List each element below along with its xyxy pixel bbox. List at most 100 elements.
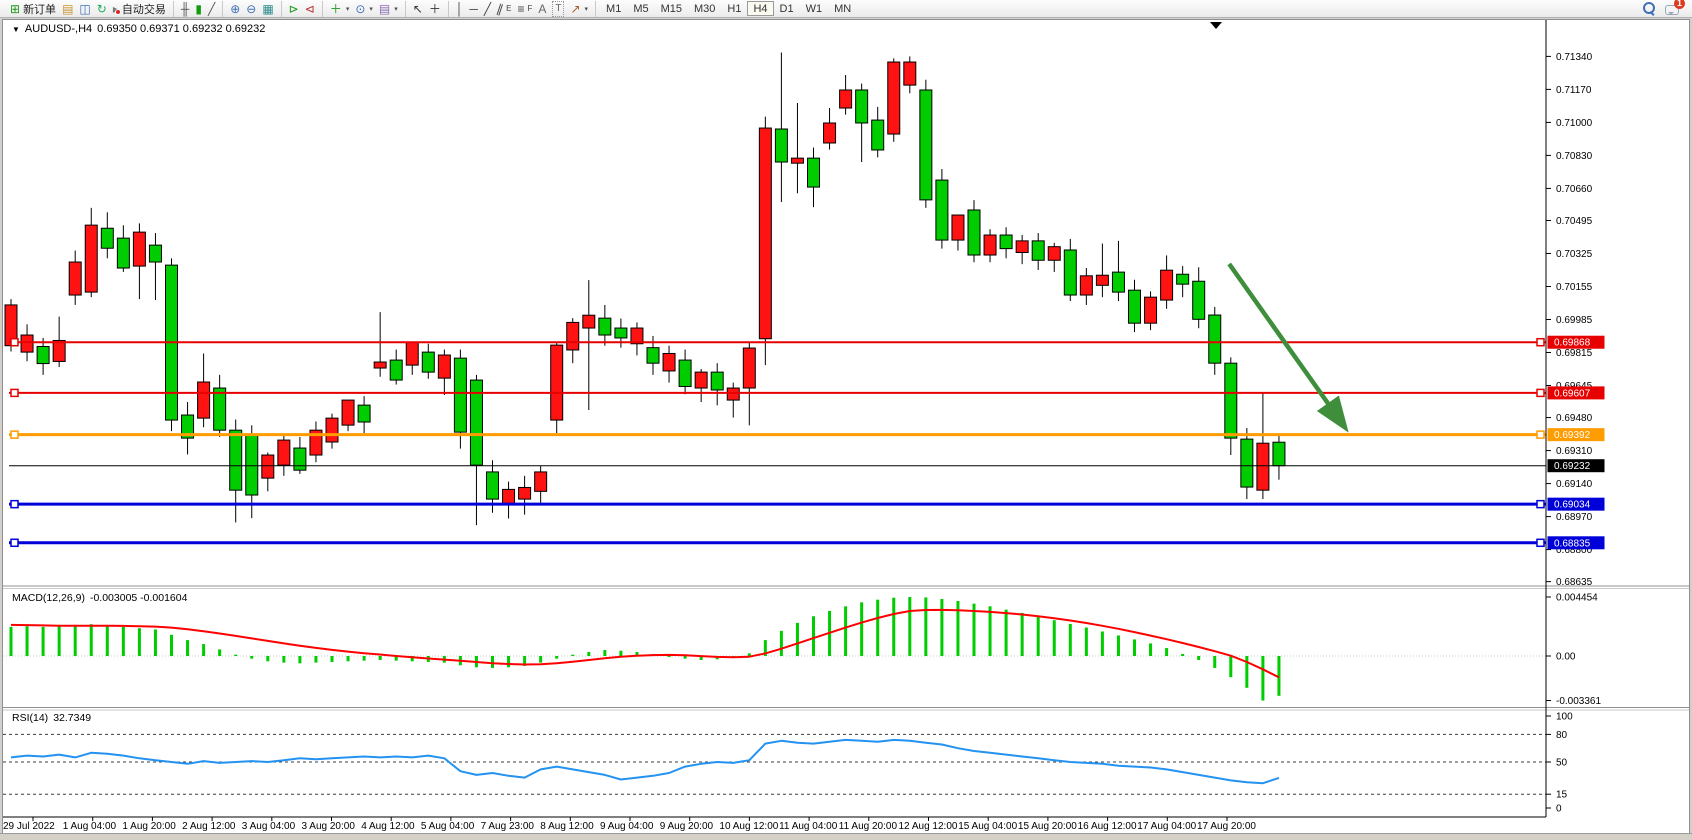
timeframe-m30-button[interactable]: M30: [688, 1, 721, 16]
macd-bar: [1261, 656, 1265, 701]
date-tick-label: 5 Aug 04:00: [421, 821, 475, 832]
timeframe-w1-button[interactable]: W1: [800, 1, 829, 16]
timeframe-m5-button[interactable]: M5: [627, 1, 654, 16]
zoom-in-button[interactable]: ⊕: [227, 1, 243, 17]
horizontal-line-objects[interactable]: [9, 337, 1546, 548]
timeframe-m15-button[interactable]: M15: [655, 1, 688, 16]
chart-title-collapse-icon[interactable]: ▼: [12, 24, 20, 34]
line-handle[interactable]: [1536, 538, 1545, 548]
timeframe-h1-button[interactable]: H1: [721, 1, 747, 16]
bar-chart-button[interactable]: ╫: [178, 1, 193, 17]
autotrading-button[interactable]: ▸ 自动交易: [110, 1, 169, 17]
fibonacci-sub-label: F: [527, 3, 533, 13]
trend-arrow[interactable]: [1227, 262, 1349, 433]
macd-bar: [73, 624, 77, 656]
candle-body: [823, 122, 837, 144]
candle-body: [116, 237, 130, 269]
notifications-button[interactable]: 1: [1665, 0, 1685, 15]
date-tick-label: 29 Jul 2022: [3, 821, 55, 832]
date-tick-label: 10 Aug 12:00: [719, 821, 778, 832]
line-handle[interactable]: [10, 388, 19, 398]
price-tick-label: 0.70155: [1556, 282, 1593, 293]
channel-tool-button[interactable]: ∥ E: [494, 1, 514, 17]
line-chart-button[interactable]: ╱: [205, 1, 218, 17]
timeframe-h4-button[interactable]: H4: [747, 1, 774, 16]
macd-bar: [314, 656, 318, 663]
macd-bar: [539, 656, 543, 663]
line-handle[interactable]: [1536, 388, 1545, 398]
candle-body: [1208, 314, 1222, 364]
line-handle[interactable]: [1536, 337, 1545, 347]
candle-body: [630, 327, 644, 345]
candle-body: [871, 119, 885, 151]
line-handle[interactable]: [10, 499, 19, 509]
text-label-tool-button[interactable]: T: [549, 0, 567, 17]
candle-body: [357, 404, 371, 423]
candlestick-chart-button[interactable]: ▮: [192, 1, 205, 17]
line-handle[interactable]: [10, 538, 19, 548]
macd-axis[interactable]: 0.004454 0.00 -0.003361: [1546, 592, 1601, 707]
candle-body: [261, 454, 275, 479]
price-badge-label: 0.68835: [1554, 538, 1591, 549]
refresh-button[interactable]: ↻: [94, 1, 110, 17]
new-order-button[interactable]: ⊞ 新订单: [7, 1, 59, 17]
line-handle[interactable]: [10, 430, 19, 439]
auto-scroll-button[interactable]: ⊳: [286, 1, 302, 17]
macd-bar: [683, 656, 687, 659]
templates-button[interactable]: ▤ ▾: [376, 1, 401, 17]
periods-button[interactable]: ⊙ ▾: [352, 1, 376, 17]
time-axis[interactable]: 29 Jul 2022 1 Aug 04:00 1 Aug 20:00 2 Aug 1…: [3, 817, 1256, 832]
indicators-button[interactable]: ＋ ▾: [327, 1, 353, 17]
text-tool-button[interactable]: A: [535, 1, 549, 17]
zoom-out-button[interactable]: ⊖: [243, 1, 259, 17]
macd-bar: [587, 652, 591, 656]
candle-body: [36, 345, 50, 365]
timeframe-m1-button[interactable]: M1: [600, 1, 627, 16]
new-chart-button[interactable]: ◫: [76, 1, 93, 17]
rsi-indicator-label: RSI(14) 32.7349: [12, 712, 91, 724]
toolbar-group-scroll: ⊳ ⊲: [280, 0, 322, 17]
horizontal-line-tool-button[interactable]: ─: [466, 1, 481, 17]
rsi-tick-label: 0: [1556, 804, 1562, 815]
charts-profile-button[interactable]: ▤: [59, 1, 76, 17]
fibonacci-tool-button[interactable]: ≡ F: [514, 1, 535, 17]
candle-body: [807, 157, 820, 188]
chart-background: [3, 20, 1689, 833]
crosshair-button[interactable]: ＋: [426, 1, 444, 17]
macd-bar: [394, 656, 398, 661]
candle-body: [662, 352, 676, 372]
timeframe-d1-button[interactable]: D1: [774, 1, 800, 16]
line-handle[interactable]: [1536, 499, 1545, 509]
rsi-tick-label: 80: [1556, 730, 1568, 741]
price-axis[interactable]: 0.71340 0.71170 0.71000 0.70830 0.70660 0.704…: [1546, 52, 1593, 588]
chart-shift-button[interactable]: ⊲: [302, 1, 318, 17]
price-badge-label: 0.69392: [1554, 430, 1591, 441]
candle-body: [52, 339, 66, 362]
horizontal-line-icon: ─: [469, 1, 478, 16]
candle-body: [293, 447, 307, 471]
arrows-tool-button[interactable]: ↗ ▾: [567, 1, 591, 17]
candle-body: [999, 234, 1013, 250]
macd-bar: [298, 656, 302, 664]
timeframe-mn-button[interactable]: MN: [828, 1, 857, 16]
macd-bar: [105, 625, 109, 656]
cursor-button[interactable]: ↖: [410, 1, 426, 17]
macd-bar: [1133, 639, 1136, 656]
rsi-name: RSI(14): [12, 712, 49, 724]
macd-bar: [491, 656, 494, 668]
toolbar-group-trade: ⊞ 新订单 ▤ ◫ ↻ ▸ 自动交易: [3, 1, 173, 17]
price-tick-label: 0.68970: [1556, 512, 1593, 523]
search-icon[interactable]: [1642, 2, 1655, 15]
tile-windows-button[interactable]: ▦: [259, 1, 276, 17]
price-tick-label: 0.69480: [1556, 413, 1593, 424]
candle-body: [1079, 275, 1093, 296]
vertical-line-tool-button[interactable]: │: [453, 1, 467, 17]
rsi-axis[interactable]: 100 80 50 15 0: [1546, 712, 1573, 815]
chart-shift-marker[interactable]: [1210, 22, 1222, 29]
line-handle[interactable]: [1536, 430, 1545, 439]
price-badge-label: 0.69232: [1554, 461, 1591, 472]
macd-bar: [89, 624, 93, 656]
line-handle[interactable]: [10, 337, 19, 347]
trendline-tool-button[interactable]: ╱: [481, 1, 494, 17]
